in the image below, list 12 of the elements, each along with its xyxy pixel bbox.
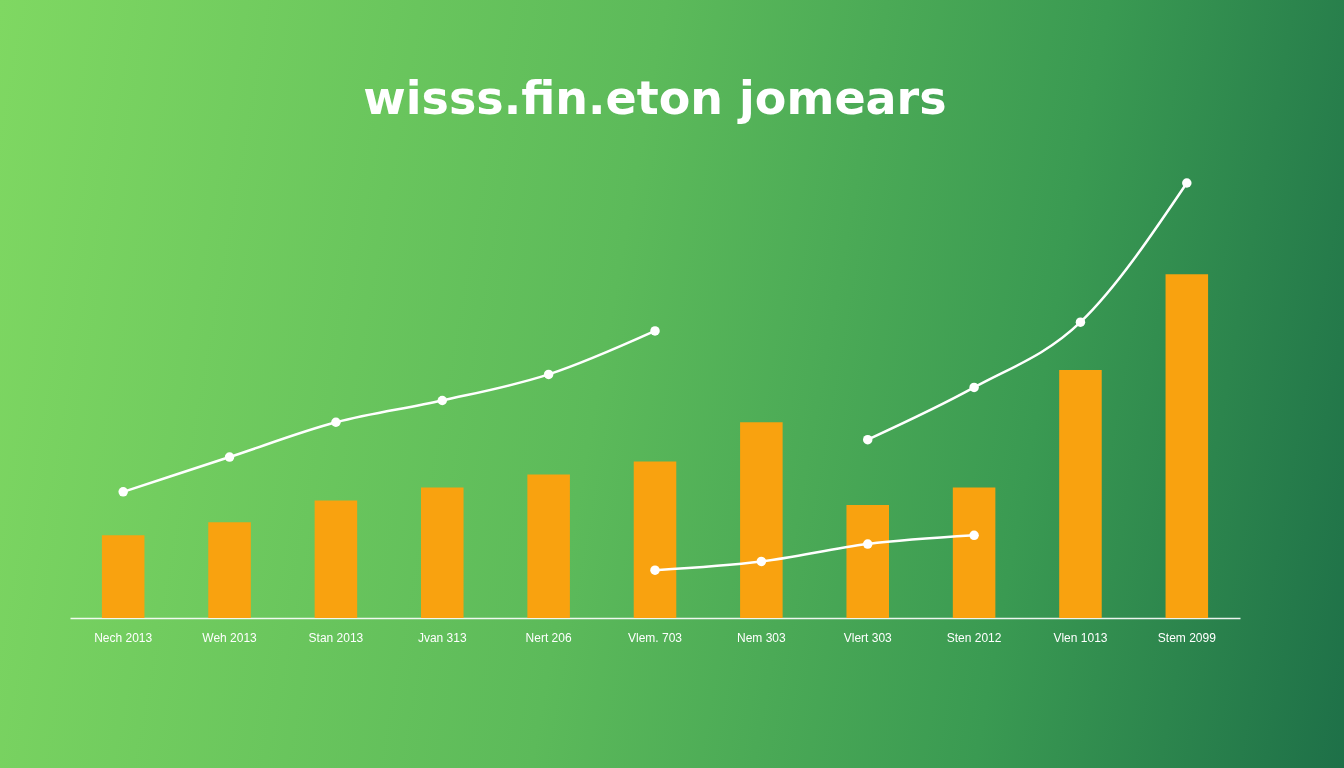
x-tick-label: Nech 2013	[94, 630, 153, 645]
x-tick-label: Stan 2013	[308, 630, 364, 645]
x-tick-label: Nem 303	[737, 630, 787, 645]
x-tick-label: Vlem. 703	[627, 630, 683, 645]
x-tick-label: Weh 2013	[202, 630, 258, 645]
chart-title: wisss.fin.eton jomears	[363, 71, 947, 126]
x-tick-label: Jvan 313	[417, 630, 467, 645]
x-tick-label: Sten 2012	[946, 630, 1002, 645]
x-tick-label: Stem 2099	[1157, 630, 1217, 645]
x-tick-label: Vlert 303	[843, 630, 893, 645]
x-tick-label: Nert 206	[525, 630, 572, 645]
x-tick-label: Vlen 1013	[1053, 630, 1108, 645]
